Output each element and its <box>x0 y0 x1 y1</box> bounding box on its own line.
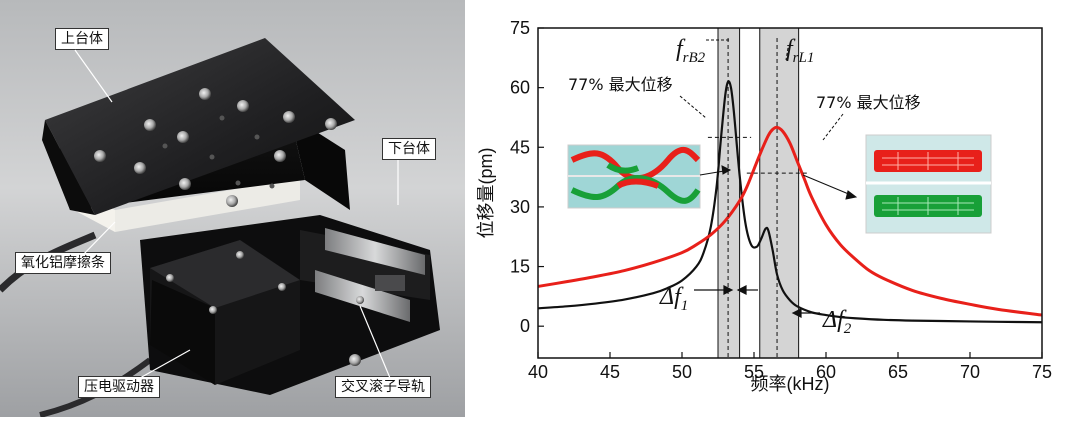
inset-bending-lower <box>570 175 701 204</box>
stage-photo <box>0 0 465 418</box>
label-upper-stage: 上台体 <box>55 28 109 50</box>
annotation-77pct-right: 77% 最大位移 <box>816 93 921 112</box>
label-alumina-friction-strip: 氧化铝摩擦条 <box>15 252 111 274</box>
chart-panel: 40 45 50 55 60 65 70 75 0 15 30 45 60 75 频率(kHz) 位移量(pm… <box>468 0 1080 417</box>
x-tick-label: 50 <box>672 362 692 382</box>
plate-screws <box>94 88 337 207</box>
annotation-77pct-left: 77% 最大位移 <box>568 75 673 94</box>
y-axis-label: 位移量(pm) <box>476 148 496 239</box>
y-tick-label: 0 <box>520 316 530 336</box>
x-axis-label: 频率(kHz) <box>751 374 830 394</box>
y-tick-label: 15 <box>510 257 530 277</box>
label-piezo-driver: 压电驱动器 <box>78 376 160 398</box>
pointer-f-rl1 <box>785 47 789 61</box>
stage-photo-panel: 上台体 下台体 氧化铝摩擦条 压电驱动器 交叉滚子导轨 <box>0 0 465 418</box>
arrow-inset-right <box>802 174 852 196</box>
y-tick-label: 45 <box>510 137 530 157</box>
upper-plate <box>45 38 355 215</box>
series-line-2 <box>537 125 1043 317</box>
pointer-77pct-left <box>679 95 707 119</box>
inset-bending-mode <box>567 144 701 209</box>
alumina-strip <box>115 178 300 232</box>
x-tick-label: 55 <box>744 362 764 382</box>
y-tick-label: 60 <box>510 78 530 98</box>
series-line-1 <box>537 80 1043 324</box>
pointer-77pct-right <box>822 113 844 141</box>
x-tick-label: 70 <box>960 362 980 382</box>
annotation-delta-f1: Δf1 <box>659 284 688 314</box>
label-cross-roller-guide: 交叉滚子导轨 <box>335 376 431 398</box>
x-tick-label: 60 <box>816 362 836 382</box>
roller-guide-rail <box>325 228 425 275</box>
frequency-response-chart: 40 45 50 55 60 65 70 75 0 15 30 45 60 75 频率(kHz) 位移量(pm… <box>476 18 1052 394</box>
x-tick-label: 45 <box>600 362 620 382</box>
annotation-delta-f2: Δf2 <box>822 307 852 337</box>
plot-frame <box>537 27 1043 359</box>
x-tick-label: 65 <box>888 362 908 382</box>
bandwidth-band-2 <box>759 28 799 358</box>
annotation-f-rb2: frB2 <box>676 36 706 66</box>
bandwidth-band-1 <box>718 28 740 358</box>
label-lower-stage: 下台体 <box>382 138 436 160</box>
inset-longitudinal-mode <box>865 134 992 234</box>
annotation-f-rl1: frL1 <box>786 36 814 66</box>
y-tick-label: 30 <box>510 197 530 217</box>
y-tick-label: 75 <box>510 18 530 38</box>
x-tick-label: 40 <box>528 362 548 382</box>
x-tick-label: 75 <box>1032 362 1052 382</box>
